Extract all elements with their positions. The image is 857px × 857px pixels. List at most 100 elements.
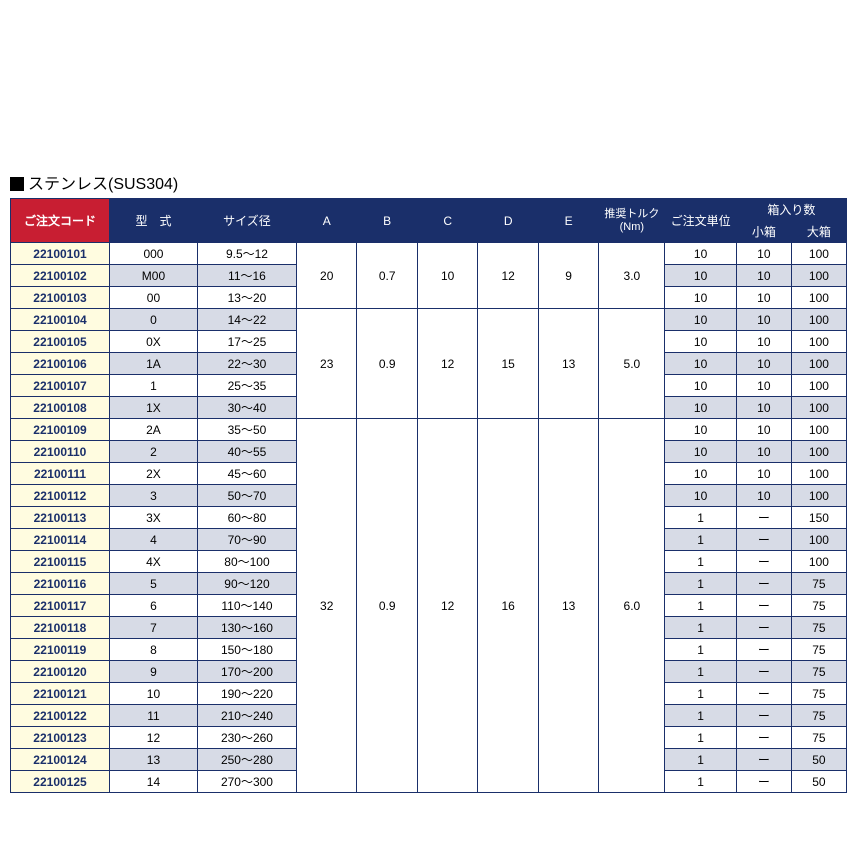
order-code-cell: 22100113 [11,507,110,529]
size-cell: 210～240 [197,705,296,727]
header-type: 型 式 [109,199,197,243]
b-cell: 0.9 [357,419,417,793]
type-cell: 2A [109,419,197,441]
small-box-cell: ー [736,507,791,529]
unit-cell: 10 [665,309,736,331]
order-code-cell: 22100110 [11,441,110,463]
unit-cell: 1 [665,749,736,771]
large-box-cell: 100 [791,353,846,375]
size-cell: 130～160 [197,617,296,639]
torque-cell: 5.0 [599,309,665,419]
order-code-cell: 22100125 [11,771,110,793]
size-cell: 70～90 [197,529,296,551]
unit-cell: 10 [665,375,736,397]
order-code-cell: 22100102 [11,265,110,287]
large-box-cell: 75 [791,705,846,727]
order-code-cell: 22100117 [11,595,110,617]
size-cell: 9.5～12 [197,243,296,265]
type-cell: 6 [109,595,197,617]
torque-cell: 3.0 [599,243,665,309]
small-box-cell: 10 [736,353,791,375]
type-cell: M00 [109,265,197,287]
size-cell: 230～260 [197,727,296,749]
large-box-cell: 100 [791,551,846,573]
order-code-cell: 22100106 [11,353,110,375]
e-cell: 13 [538,309,598,419]
table-row: 221001092A35～50320.91216136.01010100 [11,419,847,441]
b-cell: 0.7 [357,243,417,309]
small-box-cell: 10 [736,485,791,507]
type-cell: 4X [109,551,197,573]
e-cell: 9 [538,243,598,309]
unit-cell: 10 [665,419,736,441]
small-box-cell: 10 [736,309,791,331]
spec-table: ご注文コード 型 式 サイズ径 A B C D E 推奨トルク(Nm) ご注文単… [10,198,847,793]
large-box-cell: 50 [791,771,846,793]
header-box-count: 箱入り数 [736,199,846,221]
size-cell: 45～60 [197,463,296,485]
large-box-cell: 100 [791,441,846,463]
large-box-cell: 100 [791,331,846,353]
large-box-cell: 100 [791,375,846,397]
large-box-cell: 100 [791,397,846,419]
unit-cell: 10 [665,353,736,375]
header-c: C [417,199,477,243]
type-cell: 0X [109,331,197,353]
header-e: E [538,199,598,243]
header-small-box: 小箱 [736,221,791,243]
unit-cell: 10 [665,397,736,419]
table-row: 22100104014～22230.91215135.01010100 [11,309,847,331]
size-cell: 17～25 [197,331,296,353]
a-cell: 20 [296,243,356,309]
type-cell: 12 [109,727,197,749]
size-cell: 190～220 [197,683,296,705]
header-d: D [478,199,538,243]
torque-cell: 6.0 [599,419,665,793]
bullet-icon [10,177,24,191]
c-cell: 12 [417,309,477,419]
unit-cell: 10 [665,485,736,507]
large-box-cell: 75 [791,639,846,661]
type-cell: 1 [109,375,197,397]
type-cell: 000 [109,243,197,265]
type-cell: 3 [109,485,197,507]
order-code-cell: 22100121 [11,683,110,705]
order-code-cell: 22100119 [11,639,110,661]
type-cell: 2X [109,463,197,485]
order-code-cell: 22100107 [11,375,110,397]
d-cell: 16 [478,419,538,793]
unit-cell: 10 [665,331,736,353]
size-cell: 170～200 [197,661,296,683]
size-cell: 22～30 [197,353,296,375]
type-cell: 1A [109,353,197,375]
small-box-cell: 10 [736,265,791,287]
table-body: 221001010009.5～12200.7101293.01010100221… [11,243,847,793]
size-cell: 25～35 [197,375,296,397]
large-box-cell: 100 [791,243,846,265]
order-code-cell: 22100123 [11,727,110,749]
a-cell: 23 [296,309,356,419]
header-torque: 推奨トルク(Nm) [599,199,665,243]
header-order-unit: ご注文単位 [665,199,736,243]
size-cell: 150～180 [197,639,296,661]
unit-cell: 10 [665,287,736,309]
small-box-cell: ー [736,661,791,683]
unit-cell: 1 [665,551,736,573]
small-box-cell: ー [736,573,791,595]
size-cell: 250～280 [197,749,296,771]
large-box-cell: 150 [791,507,846,529]
unit-cell: 10 [665,463,736,485]
size-cell: 11～16 [197,265,296,287]
header-a: A [296,199,356,243]
order-code-cell: 22100115 [11,551,110,573]
small-box-cell: ー [736,529,791,551]
type-cell: 14 [109,771,197,793]
type-cell: 00 [109,287,197,309]
c-cell: 10 [417,243,477,309]
type-cell: 4 [109,529,197,551]
size-cell: 90～120 [197,573,296,595]
small-box-cell: ー [736,551,791,573]
unit-cell: 10 [665,265,736,287]
large-box-cell: 100 [791,309,846,331]
order-code-cell: 22100114 [11,529,110,551]
